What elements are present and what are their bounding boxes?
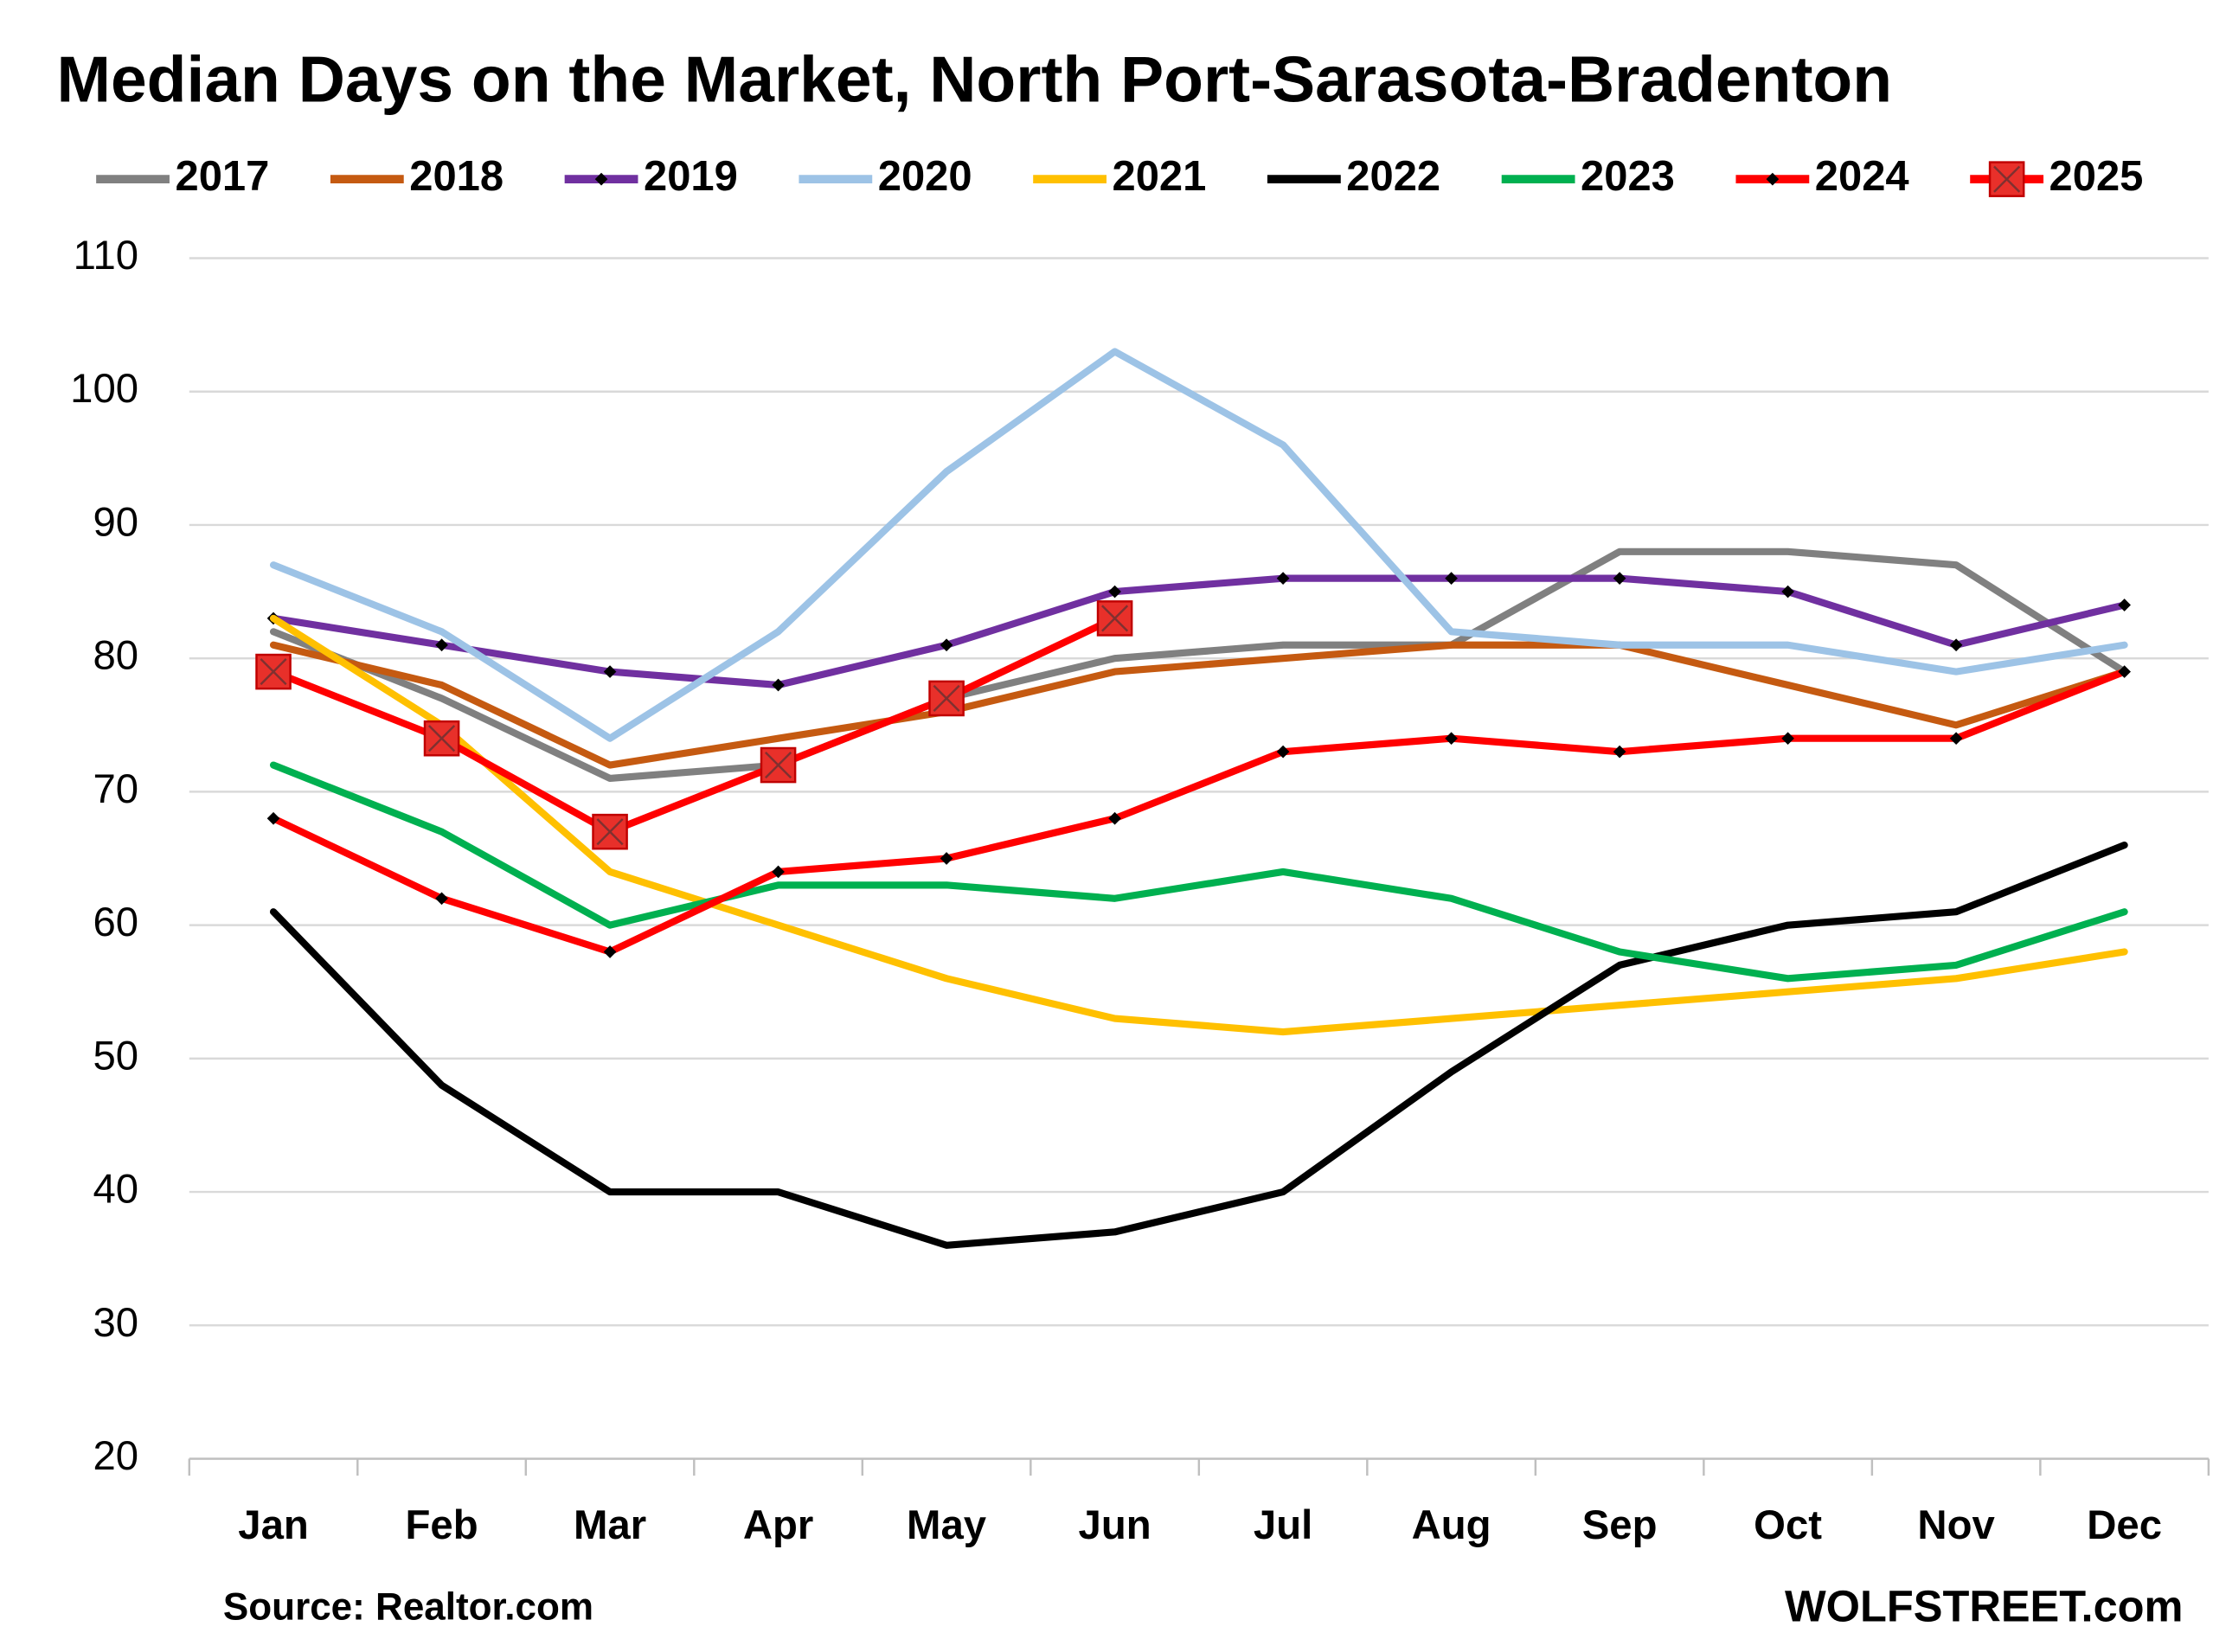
- y-tick-label: 90: [93, 499, 138, 545]
- x-tick-label: Dec: [2087, 1502, 2162, 1548]
- legend-label: 2023: [1581, 153, 1675, 200]
- x-tick-label: Nov: [1917, 1502, 1995, 1548]
- x-tick-label: Jun: [1079, 1502, 1151, 1548]
- marker: [772, 678, 785, 692]
- marker-cross: [428, 725, 456, 752]
- legend-label: 2021: [1113, 153, 1207, 200]
- series-line: [269, 614, 2128, 1036]
- y-tick-label: 40: [93, 1167, 138, 1213]
- series-line: [269, 842, 2128, 1249]
- marker: [760, 746, 797, 784]
- legend-label: 2019: [644, 153, 738, 200]
- chart-title: Median Days on the Market, North Port-Sa…: [56, 43, 1892, 116]
- legend-label: 2020: [878, 153, 972, 200]
- marker: [772, 865, 785, 879]
- marker: [255, 653, 292, 690]
- y-tick-label: 100: [70, 366, 138, 412]
- series-line: [269, 574, 2128, 689]
- series-line: [269, 761, 2128, 983]
- marker: [1108, 811, 1121, 825]
- series-line: [269, 641, 2128, 769]
- marker: [1445, 732, 1458, 746]
- marker: [1613, 745, 1626, 759]
- x-tick-label: Jan: [238, 1502, 308, 1548]
- y-tick-label: 70: [93, 766, 138, 812]
- marker: [603, 665, 617, 678]
- marker: [1096, 600, 1133, 637]
- legend-label: 2025: [2049, 153, 2144, 200]
- marker: [1988, 161, 2025, 197]
- marker: [1766, 172, 1780, 186]
- marker: [1613, 572, 1626, 585]
- marker: [594, 172, 608, 186]
- y-tick-label: 110: [74, 233, 138, 279]
- marker: [1445, 572, 1458, 585]
- marker: [266, 811, 280, 825]
- marker: [1276, 572, 1290, 585]
- legend-label: 2018: [409, 153, 504, 200]
- x-tick-label: Jul: [1254, 1502, 1312, 1548]
- x-tick-label: Sep: [1582, 1502, 1658, 1548]
- x-tick-label: Aug: [1412, 1502, 1491, 1548]
- source: Source: Realtor.com: [223, 1586, 593, 1629]
- marker-cross: [260, 658, 287, 686]
- legend-label: 2022: [1346, 153, 1440, 200]
- marker: [1781, 732, 1794, 746]
- legend-label: 2017: [175, 153, 269, 200]
- marker: [928, 680, 965, 717]
- marker-cross: [1101, 605, 1129, 632]
- marker-cross: [596, 818, 624, 846]
- marker: [435, 638, 448, 652]
- marker-cross: [933, 684, 960, 712]
- marker: [1949, 732, 1963, 746]
- marker: [940, 852, 953, 865]
- y-tick-label: 80: [93, 633, 138, 679]
- y-tick-label: 50: [93, 1033, 138, 1079]
- x-tick-label: Feb: [406, 1502, 478, 1548]
- credit: WOLFSTREET.com: [1785, 1581, 2184, 1630]
- marker: [592, 813, 628, 850]
- x-tick-label: Mar: [574, 1502, 646, 1548]
- marker: [1276, 745, 1290, 759]
- marker: [423, 720, 460, 757]
- marker-cross: [765, 752, 792, 779]
- x-tick-label: May: [907, 1502, 987, 1548]
- marker-cross: [1993, 165, 2021, 193]
- x-tick-label: Oct: [1754, 1502, 1822, 1548]
- legend-label: 2024: [1815, 153, 1909, 200]
- series-line: [269, 614, 1119, 836]
- series-line: [269, 547, 2128, 783]
- y-tick-label: 20: [93, 1433, 138, 1479]
- y-tick-label: 60: [93, 900, 138, 945]
- y-tick-label: 30: [93, 1300, 138, 1346]
- x-tick-label: Apr: [743, 1502, 813, 1548]
- series-line: [269, 668, 2128, 956]
- series-line: [269, 348, 2128, 742]
